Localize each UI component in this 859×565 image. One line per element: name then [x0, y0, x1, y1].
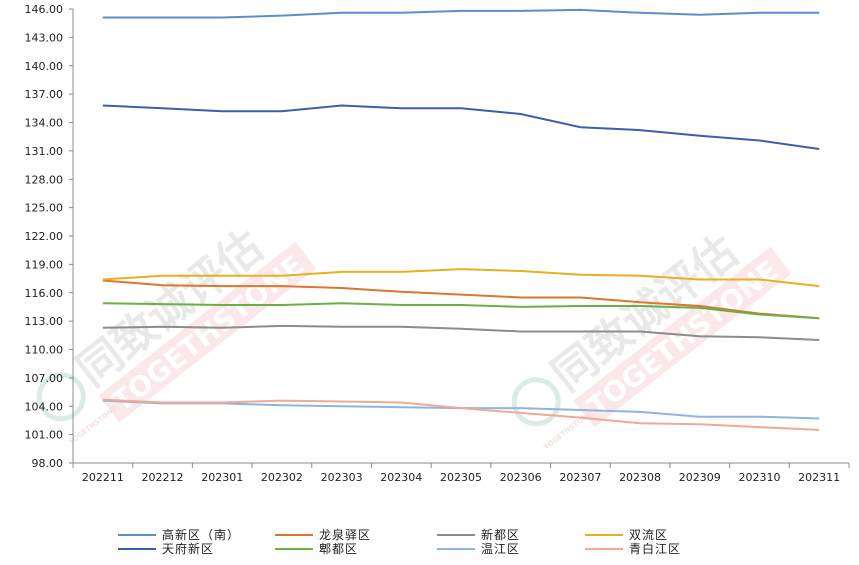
- watermark-logo-icon: [511, 377, 561, 427]
- legend-item: 温江区: [437, 542, 520, 556]
- watermark-logo-icon: [36, 372, 86, 422]
- legend-label: 新都区: [481, 527, 520, 542]
- x-tick-label: 202309: [679, 471, 721, 484]
- x-tick-label: 202311: [798, 471, 840, 484]
- legend-item: 高新区（南）: [118, 527, 240, 542]
- y-tick-label: 119.00: [25, 258, 64, 271]
- y-tick-label: 101.00: [25, 429, 64, 442]
- series-line: [102, 324, 820, 341]
- y-tick-label: 110.00: [25, 344, 64, 357]
- y-tick-label: 125.00: [25, 202, 64, 215]
- x-tick-label: 202303: [321, 471, 363, 484]
- y-tick-label: 140.00: [25, 60, 64, 73]
- axes: 98.00 101.00 104.00 107.00 110.00 113.00 116.0…: [25, 3, 850, 484]
- y-tick-label: 116.00: [25, 287, 64, 300]
- series-line: [102, 104, 820, 150]
- legend-item: 天府新区: [118, 541, 214, 556]
- series-layer: [102, 8, 820, 431]
- x-tick-label: 202212: [142, 471, 184, 484]
- legend-item: 青白江区: [585, 541, 681, 556]
- legend-label: 龙泉驿区: [319, 528, 371, 542]
- legend-item: 双流区: [585, 528, 668, 542]
- legend-item: 龙泉驿区: [275, 528, 371, 542]
- y-tick-label: 107.00: [25, 372, 64, 385]
- legend-item: 郫都区: [275, 541, 358, 556]
- legend-label: 高新区（南）: [162, 527, 240, 542]
- series-line: [102, 398, 820, 431]
- series-line: [102, 268, 820, 288]
- x-tick-label: 202211: [82, 471, 124, 484]
- y-tick-label: 104.00: [25, 400, 64, 413]
- x-tick-label: 202308: [619, 471, 661, 484]
- y-tick-label: 146.00: [25, 3, 64, 16]
- legend-label: 郫都区: [319, 541, 358, 556]
- watermark-band: [573, 246, 792, 428]
- y-tick-label: 122.00: [25, 230, 64, 243]
- y-tick-label: 113.00: [25, 315, 64, 328]
- x-tick-label: 202310: [738, 471, 780, 484]
- x-tick-label: 202305: [440, 471, 482, 484]
- legend-label: 双流区: [629, 528, 668, 542]
- x-tick-label: 202301: [201, 471, 243, 484]
- y-tick-label: 131.00: [25, 145, 64, 158]
- legend-label: 青白江区: [629, 541, 681, 556]
- x-tick-label: 202302: [261, 471, 303, 484]
- series-line: [102, 302, 820, 320]
- watermark-small-text: TOGETHSTONE: [67, 404, 118, 446]
- x-tick-label: 202306: [500, 471, 542, 484]
- x-tick-label: 202304: [380, 471, 422, 484]
- legend-label: 天府新区: [162, 541, 214, 556]
- y-tick-label: 143.00: [25, 31, 64, 44]
- legend-label: 温江区: [481, 542, 520, 556]
- x-tick-label: 202307: [559, 471, 601, 484]
- legend-item: 新都区: [437, 527, 520, 542]
- y-tick-label: 134.00: [25, 117, 64, 130]
- series-line: [102, 279, 820, 320]
- y-tick-label: 98.00: [32, 457, 64, 470]
- y-tick-label: 128.00: [25, 173, 64, 186]
- y-tick-label: 137.00: [25, 88, 64, 101]
- series-line: [102, 8, 820, 19]
